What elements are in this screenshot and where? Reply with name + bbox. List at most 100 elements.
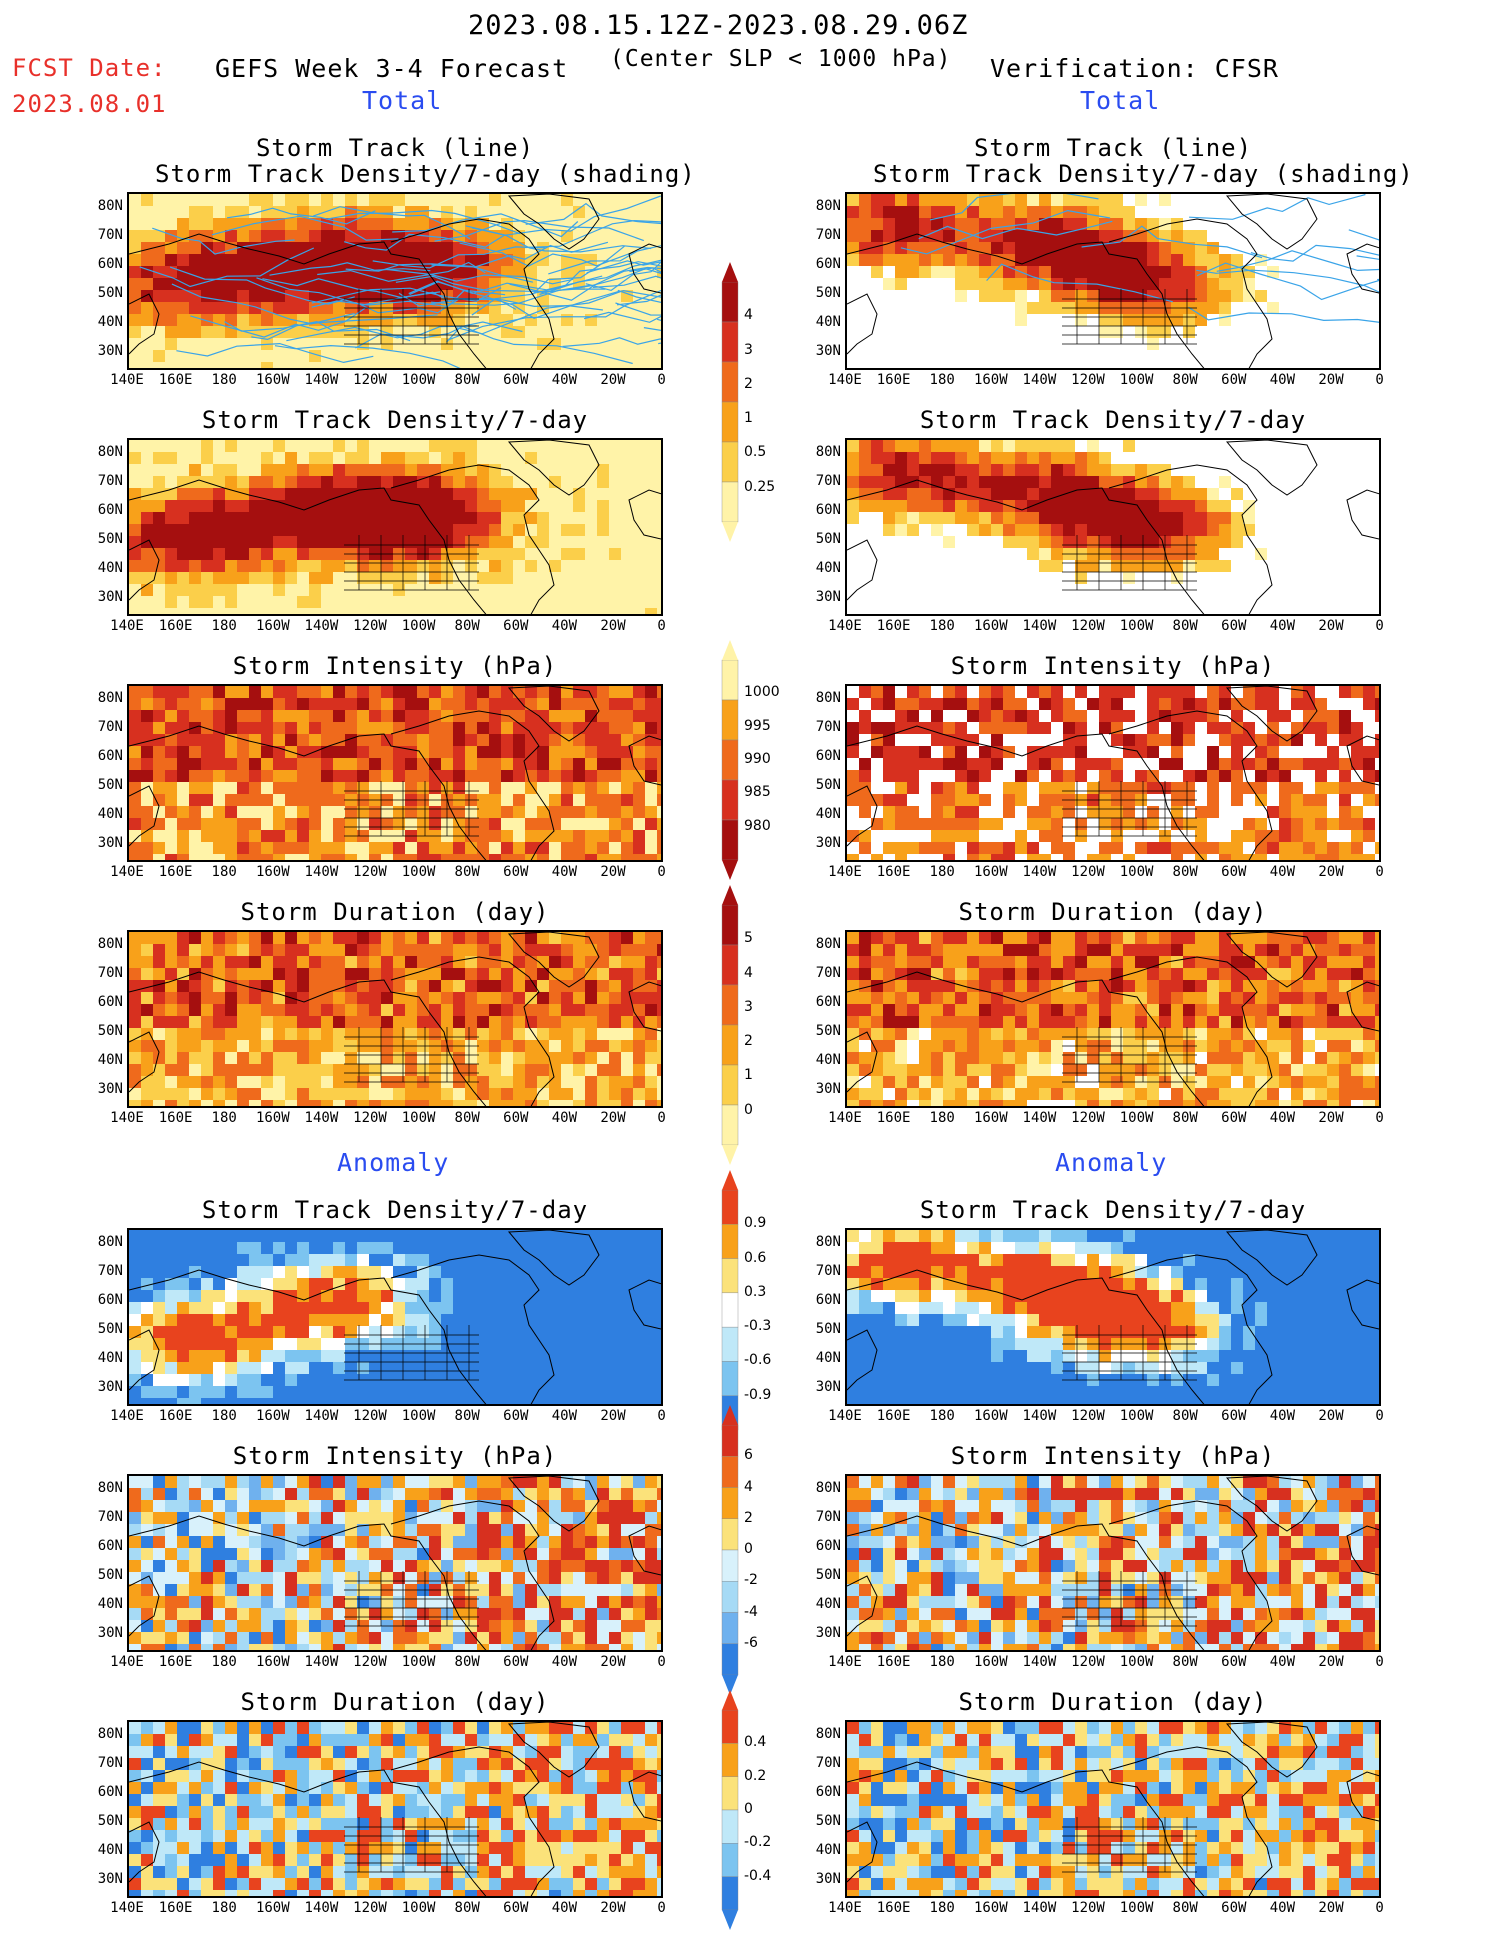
grid-cell xyxy=(309,608,321,616)
grid-cell xyxy=(955,452,967,464)
grid-cell xyxy=(237,512,249,524)
grid-cell xyxy=(285,1374,297,1386)
grid-cell xyxy=(967,734,979,746)
grid-cell xyxy=(883,794,895,806)
grid-cell xyxy=(153,722,165,734)
grid-cell xyxy=(621,464,633,476)
grid-cell xyxy=(883,206,895,218)
grid-cell xyxy=(225,1052,237,1064)
grid-cell xyxy=(297,572,309,584)
map-svg xyxy=(129,686,663,862)
grid-cell xyxy=(931,842,943,854)
grid-cell xyxy=(1135,278,1147,290)
grid-cell xyxy=(489,818,501,830)
grid-cell xyxy=(153,608,165,616)
grid-cell xyxy=(321,362,333,370)
grid-cell xyxy=(333,500,345,512)
grid-cell xyxy=(405,440,417,452)
grid-cell xyxy=(309,362,321,370)
grid-cell xyxy=(381,1004,393,1016)
grid-cell xyxy=(1003,854,1015,862)
grid-cell xyxy=(333,830,345,842)
grid-cell xyxy=(573,362,585,370)
grid-cell xyxy=(1375,1016,1381,1028)
grid-cell xyxy=(357,956,369,968)
grid-cell xyxy=(597,1028,609,1040)
grid-cell xyxy=(369,968,381,980)
grid-cell xyxy=(573,818,585,830)
grid-cell xyxy=(1231,1040,1243,1052)
grid-cell xyxy=(943,944,955,956)
grid-cell xyxy=(201,1290,213,1302)
grid-cell xyxy=(357,350,369,362)
grid-cell xyxy=(213,806,225,818)
grid-cell xyxy=(465,932,477,944)
grid-cell xyxy=(285,440,297,452)
grid-cell xyxy=(381,1052,393,1064)
grid-cell xyxy=(1255,698,1267,710)
grid-cell xyxy=(477,854,489,862)
grid-cell xyxy=(237,350,249,362)
grid-cell xyxy=(1195,290,1207,302)
grid-cell xyxy=(1075,686,1087,698)
grid-cell xyxy=(141,362,153,370)
grid-cell xyxy=(201,194,213,206)
grid-cell xyxy=(1351,1064,1363,1076)
grid-cell xyxy=(883,992,895,1004)
grid-cell xyxy=(1111,758,1123,770)
grid-cell xyxy=(357,1016,369,1028)
grid-cell xyxy=(847,512,859,524)
grid-cell xyxy=(1243,932,1255,944)
grid-cell xyxy=(633,830,645,842)
grid-cell xyxy=(249,734,261,746)
grid-cell xyxy=(321,464,333,476)
grid-cell xyxy=(931,1052,943,1064)
panel-title: Storm Intensity (hPa) xyxy=(873,652,1353,680)
grid-cell xyxy=(225,1350,237,1362)
lon-tick-label: 20W xyxy=(1309,1110,1353,1126)
grid-cell xyxy=(609,1100,621,1108)
grid-cell xyxy=(609,548,621,560)
grid-cell xyxy=(621,488,633,500)
grid-cell xyxy=(907,206,919,218)
date-range-title: 2023.08.15.12Z-2023.08.29.06Z xyxy=(468,10,968,41)
grid-cell xyxy=(1111,266,1123,278)
grid-cell xyxy=(285,572,297,584)
grid-cell xyxy=(261,758,273,770)
grid-cell xyxy=(177,1254,189,1266)
grid-cell xyxy=(129,806,141,818)
grid-cell xyxy=(1171,1064,1183,1076)
grid-cell xyxy=(645,980,657,992)
grid-cell xyxy=(201,524,213,536)
grid-cell xyxy=(165,1004,177,1016)
grid-cell xyxy=(1099,536,1111,548)
grid-cell xyxy=(967,488,979,500)
grid-cell xyxy=(1327,1052,1339,1064)
grid-cell xyxy=(1039,440,1051,452)
grid-cell xyxy=(1003,968,1015,980)
grid-cell xyxy=(393,734,405,746)
grid-cell xyxy=(561,818,573,830)
grid-cell xyxy=(1183,1004,1195,1016)
grid-cell xyxy=(883,512,895,524)
grid-cell xyxy=(273,548,285,560)
grid-cell xyxy=(153,944,165,956)
grid-cell xyxy=(237,818,249,830)
grid-cell xyxy=(513,818,525,830)
grid-cell xyxy=(657,488,663,500)
grid-cell xyxy=(309,194,321,206)
grid-cell xyxy=(165,1016,177,1028)
grid-cell xyxy=(1147,326,1159,338)
grid-cell xyxy=(633,536,645,548)
grid-cell xyxy=(573,992,585,1004)
grid-cell xyxy=(189,302,201,314)
lat-tick-label: 50N xyxy=(801,285,841,301)
grid-cell xyxy=(129,218,141,230)
grid-cell xyxy=(153,1302,165,1314)
grid-cell xyxy=(979,500,991,512)
grid-cell xyxy=(1255,944,1267,956)
lon-tick-label: 140E xyxy=(105,864,149,880)
lon-tick-label: 0 xyxy=(640,1110,684,1126)
grid-cell xyxy=(991,758,1003,770)
grid-cell xyxy=(249,782,261,794)
